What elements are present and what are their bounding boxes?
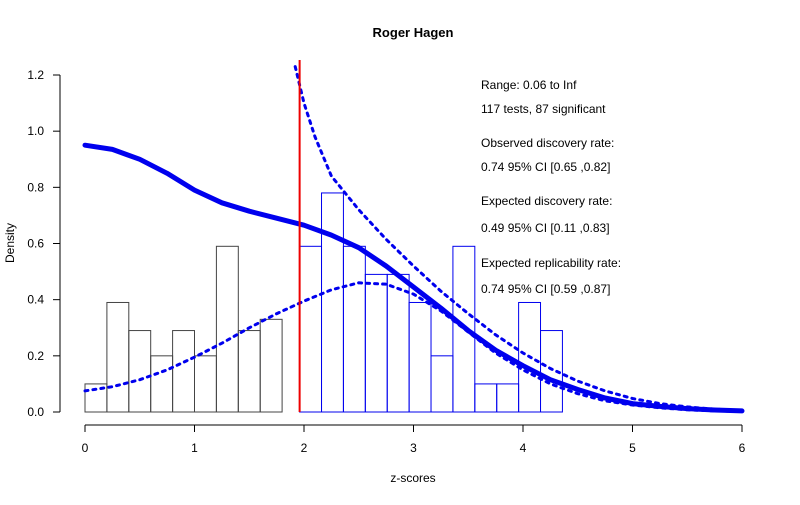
x-tick-label: 3 xyxy=(410,441,417,455)
annotations: Range: 0.06 to Inf 117 tests, 87 signific… xyxy=(481,78,621,296)
chart-title: Roger Hagen xyxy=(373,25,454,40)
y-tick-label: 1.0 xyxy=(27,124,44,138)
y-tick-label: 0.4 xyxy=(27,293,44,307)
annotation-4: Expected discovery rate: xyxy=(481,194,612,208)
bar-nonsig-5 xyxy=(194,355,217,413)
bar-sig-11 xyxy=(540,330,563,413)
bar-nonsig-8 xyxy=(259,318,283,413)
bar-sig-3 xyxy=(364,273,388,413)
bar-sig-1 xyxy=(321,192,344,413)
annotation-2: Observed discovery rate: xyxy=(481,136,614,150)
annotation-0: Range: 0.06 to Inf xyxy=(481,78,577,92)
x-tick-label: 2 xyxy=(301,441,308,455)
x-tick-label: 5 xyxy=(629,441,636,455)
annotation-1: 117 tests, 87 significant xyxy=(481,102,606,116)
y-tick-label: 1.2 xyxy=(27,68,44,82)
annotation-7: 0.74 95% CI [0.59 ,0.87] xyxy=(481,282,610,296)
x-tick-label: 0 xyxy=(82,441,89,455)
x-axis-label: z-scores xyxy=(390,471,435,485)
bar-sig-0 xyxy=(299,245,323,413)
x-tick-label: 1 xyxy=(191,441,198,455)
bar-nonsig-7 xyxy=(237,330,261,413)
bar-nonsig-2 xyxy=(128,330,152,413)
y-tick-label: 0.8 xyxy=(27,180,44,194)
density-curve xyxy=(82,142,745,414)
y-axis-label: Density xyxy=(3,223,17,263)
annotation-5: 0.49 95% CI [0.11 ,0.83] xyxy=(481,221,610,235)
bar-sig-5 xyxy=(408,301,432,413)
density-curves xyxy=(82,65,745,414)
bar-sig-6 xyxy=(430,355,454,413)
annotation-3: 0.74 95% CI [0.65 ,0.82] xyxy=(481,160,610,174)
ci-upper-curve xyxy=(293,65,744,413)
bar-sig-9 xyxy=(496,383,520,413)
x-tick-label: 6 xyxy=(739,441,746,455)
y-tick-label: 0.6 xyxy=(27,237,44,251)
bar-nonsig-4 xyxy=(172,330,196,413)
x-tick-label: 4 xyxy=(520,441,527,455)
annotation-6: Expected replicability rate: xyxy=(481,256,621,270)
histogram-bars xyxy=(84,192,563,413)
bar-nonsig-6 xyxy=(215,245,239,413)
axes: 0 1 2 3 4 5 6 0.0 0.2 0.4 0.6 0.8 1.0 1.2 xyxy=(27,68,745,455)
y-tick-label: 0.0 xyxy=(27,405,44,419)
bar-sig-7 xyxy=(452,245,476,413)
bar-sig-2 xyxy=(342,245,366,413)
bar-sig-4 xyxy=(386,273,410,413)
bar-sig-8 xyxy=(474,383,498,413)
bar-nonsig-3 xyxy=(150,355,174,413)
bar-nonsig-1 xyxy=(106,301,130,413)
y-tick-label: 0.2 xyxy=(27,349,44,363)
